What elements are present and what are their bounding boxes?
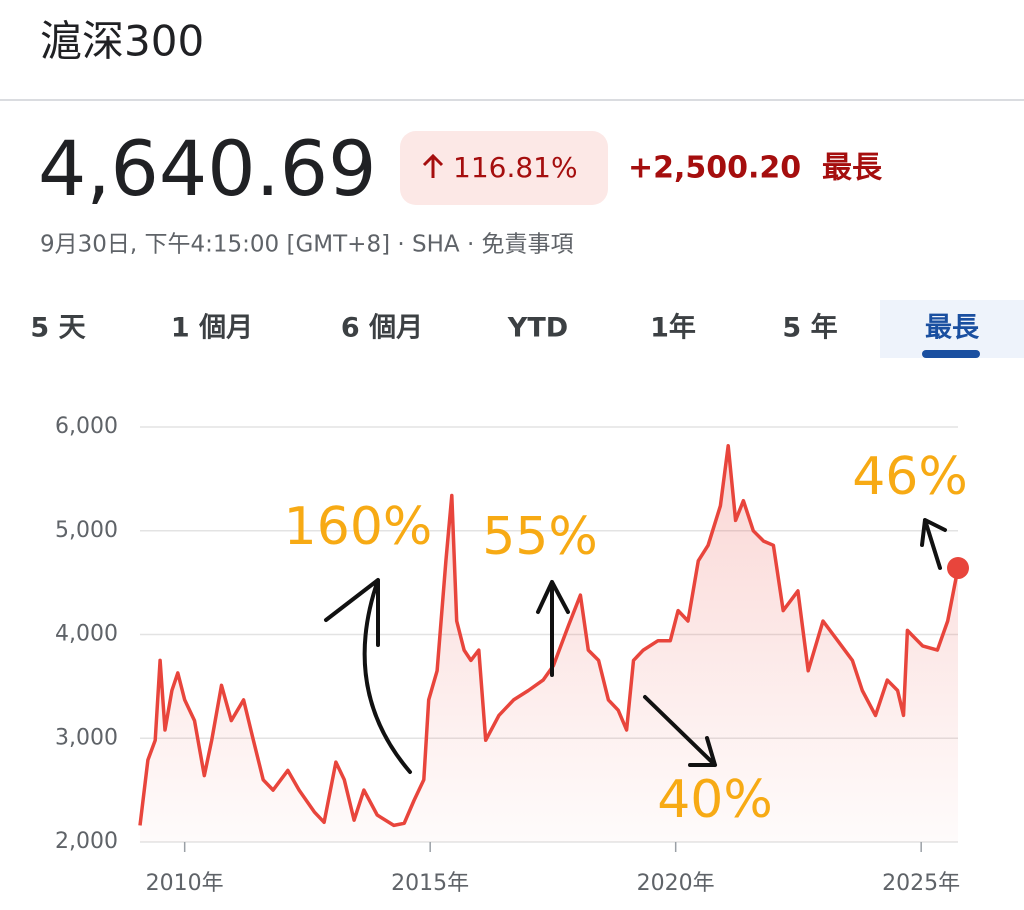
arrow bbox=[643, 695, 717, 767]
y-tick-label: 4,000 bbox=[55, 622, 118, 647]
selected-tab-indicator bbox=[922, 350, 980, 358]
tab[interactable]: 最長 bbox=[925, 313, 980, 344]
selected-tab-bg bbox=[880, 300, 1024, 358]
change-percent: 116.81% bbox=[453, 151, 578, 184]
annotation: 40% bbox=[657, 770, 773, 830]
x-tick-label: 2010年 bbox=[146, 871, 224, 896]
x-tick-label: 2020年 bbox=[637, 871, 715, 896]
arrow bbox=[324, 578, 412, 774]
tab[interactable]: 1年 bbox=[650, 312, 696, 344]
price-line bbox=[138, 443, 960, 828]
y-tick-label: 5,000 bbox=[55, 518, 118, 543]
subtitle: 9月30日, 下午4:15:00 [GMT+8] · SHA · 免責事項 bbox=[40, 232, 574, 258]
tab[interactable]: 6 個月 bbox=[341, 313, 423, 344]
y-tick-label: 2,000 bbox=[55, 829, 118, 854]
tab-bar: 5 天 1 個月 6 個月 YTD 1年 5 年 最長 bbox=[30, 312, 980, 344]
title: 滬深300 bbox=[40, 17, 204, 66]
annotation-arrows bbox=[324, 518, 947, 774]
x-tick-label: 2025年 bbox=[882, 871, 960, 896]
y-tick-label: 6,000 bbox=[55, 414, 118, 439]
up-arrow-icon bbox=[422, 153, 444, 178]
change-period: 最長 bbox=[822, 151, 883, 186]
area-fill bbox=[140, 445, 958, 842]
change-value: +2,500.20 bbox=[628, 151, 801, 186]
annotation: 160% bbox=[284, 497, 433, 557]
tab[interactable]: 5 年 bbox=[782, 312, 837, 344]
arrow bbox=[920, 518, 947, 570]
y-tick-label: 3,000 bbox=[55, 725, 118, 750]
x-tick-label: 2015年 bbox=[391, 871, 469, 896]
price: 4,640.69 bbox=[38, 124, 376, 213]
chart: 2,000 3,000 4,000 5,000 6,000 2010年 2015年 2020年… bbox=[55, 414, 969, 896]
tab[interactable]: 1 個月 bbox=[171, 313, 253, 344]
arrow bbox=[536, 580, 570, 677]
tab[interactable]: 5 天 bbox=[30, 313, 85, 344]
annotation: 46% bbox=[852, 447, 968, 507]
tab[interactable]: YTD bbox=[507, 313, 568, 344]
last-point bbox=[947, 557, 969, 580]
change-badge bbox=[400, 131, 608, 205]
annotation: 55% bbox=[482, 507, 598, 567]
